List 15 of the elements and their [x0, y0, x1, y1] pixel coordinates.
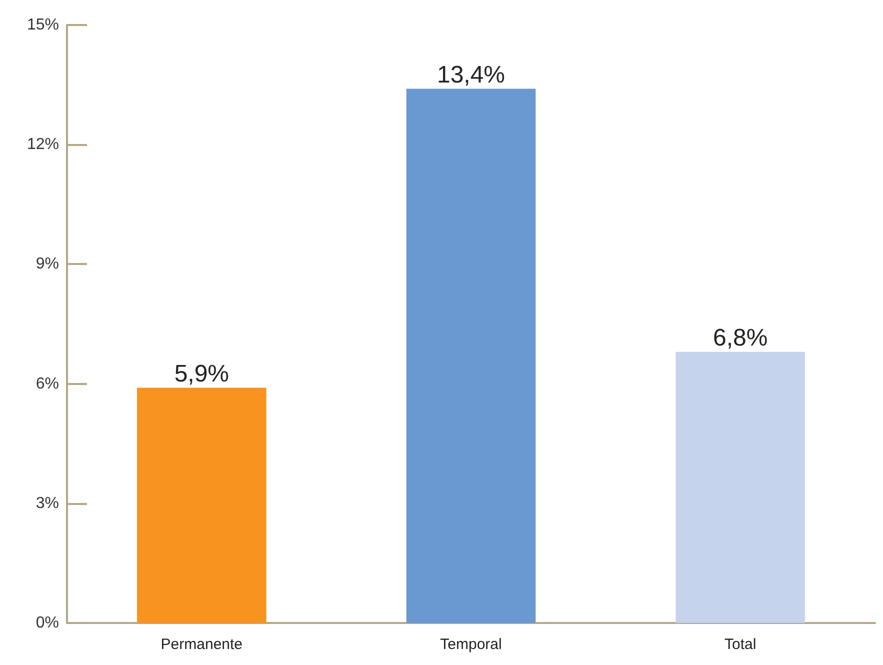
x-tick-label: Permanente	[160, 636, 243, 653]
bar	[676, 352, 805, 623]
bar	[406, 88, 536, 623]
y-tick-label: 15%	[26, 16, 59, 34]
y-tick-label: 9%	[36, 256, 59, 273]
x-tick-label: Total	[724, 636, 756, 653]
bar	[137, 388, 266, 623]
data-label: 5,9%	[174, 360, 230, 388]
y-tick-label: 12%	[26, 136, 59, 154]
y-tick-label: 3%	[36, 494, 59, 512]
x-tick-label: Temporal	[440, 636, 502, 653]
data-label: 6,8%	[712, 324, 768, 352]
y-tick-label: 0%	[36, 614, 59, 632]
y-tick-label: 6%	[36, 375, 59, 392]
data-label: 13,4%	[436, 61, 506, 88]
